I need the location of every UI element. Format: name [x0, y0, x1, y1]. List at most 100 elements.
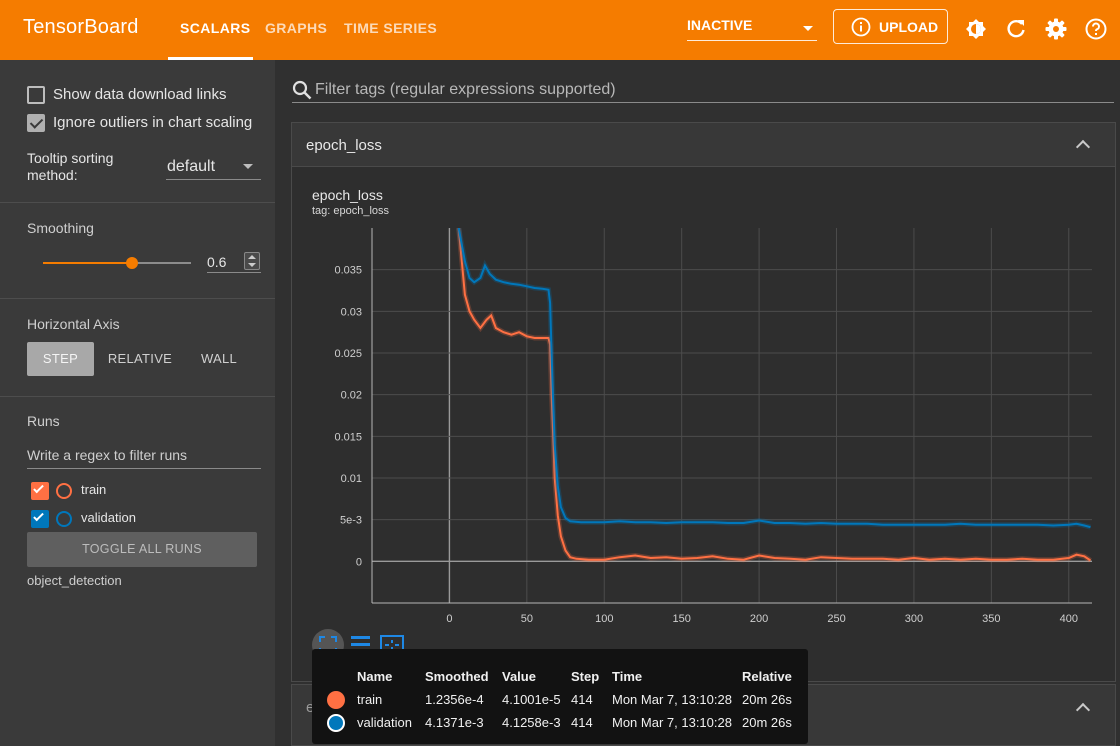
upload-button[interactable]: UPLOAD: [833, 9, 948, 44]
y-tick-label: 0: [356, 556, 362, 568]
card-header[interactable]: epoch_loss: [292, 123, 1115, 167]
tooltip-header-name: Name: [357, 669, 393, 684]
top-app-bar: TensorBoard SCALARS GRAPHS TIME SERIES I…: [0, 0, 1120, 60]
tooltip-row-time: Mon Mar 7, 13:10:28: [612, 715, 732, 730]
tooltip-row-smoothed: 1.2356e-4: [425, 692, 484, 707]
y-tick-label: 0.025: [334, 348, 362, 360]
tooltip-row-value: 4.1258e-3: [502, 715, 561, 730]
tooltip-row-value: 4.1001e-5: [502, 692, 561, 707]
tag-filter-placeholder: Filter tags (regular expressions support…: [315, 81, 616, 98]
tooltip-header-relative: Relative: [742, 669, 792, 684]
app-title[interactable]: TensorBoard: [23, 16, 139, 38]
smoothing-input[interactable]: 0.6: [207, 251, 261, 273]
plugin-select[interactable]: INACTIVE: [687, 17, 817, 41]
run-validation-checkbox[interactable]: [31, 510, 49, 528]
smoothing-slider-fill: [43, 262, 132, 264]
chart-title: epoch_loss: [312, 187, 383, 203]
runs-filter-input[interactable]: Write a regex to filter runs: [27, 445, 261, 469]
x-tick-label: 0: [446, 613, 452, 625]
tooltip-row-time: Mon Mar 7, 13:10:28: [612, 692, 732, 707]
runs-section: Runs Write a regex to filter runs: [0, 396, 275, 746]
axis-relative-button[interactable]: RELATIVE: [107, 351, 173, 366]
tab-scalars[interactable]: SCALARS: [180, 20, 251, 36]
tooltip-train-dot: [327, 691, 345, 709]
search-icon: [292, 80, 312, 100]
tooltip-header-step: Step: [571, 669, 600, 684]
smoothing-slider-track[interactable]: [43, 257, 191, 269]
tooltip-row-relative: 20m 26s: [742, 692, 792, 707]
chevron-up-icon[interactable]: [1075, 702, 1091, 718]
run-folder-label: object_detection: [27, 573, 122, 588]
y-tick-label: 0.01: [341, 473, 362, 485]
run-train-color-icon[interactable]: [56, 483, 72, 499]
toggle-all-runs-button[interactable]: TOGGLE ALL RUNS: [27, 532, 257, 567]
x-tick-label: 150: [672, 613, 690, 625]
tag-filter-input[interactable]: Filter tags (regular expressions support…: [292, 75, 1114, 103]
chevron-up-icon[interactable]: [1075, 139, 1091, 155]
tab-graphs[interactable]: GRAPHS: [265, 20, 328, 36]
chart-tag: tag: epoch_loss: [312, 205, 390, 217]
check-icon: [33, 510, 44, 522]
plugin-select-value: INACTIVE: [687, 17, 753, 33]
runs-filter-placeholder: Write a regex to filter runs: [27, 447, 188, 463]
epoch-loss-chart[interactable]: 0 50 100 150 200 250 300 350 400 0 5e-3 0.01 0.015 0.…: [292, 220, 1114, 630]
run-validation-color-icon[interactable]: [56, 511, 72, 527]
x-tick-label: 100: [595, 613, 613, 625]
info-icon: [851, 17, 871, 37]
y-tick-label: 5e-3: [340, 515, 362, 527]
tooltip-sorting-label-line2: method:: [27, 167, 78, 183]
y-tick-label: 0.035: [334, 265, 362, 277]
x-tick-label: 50: [521, 613, 533, 625]
tooltip-sorting-value: default: [167, 158, 216, 175]
tooltip-row-step: 414: [571, 692, 593, 707]
checkbox-checked[interactable]: [27, 114, 45, 132]
theme-toggle-icon[interactable]: [964, 17, 988, 41]
x-tick-label: 400: [1060, 613, 1078, 625]
chevron-down-icon: [803, 26, 813, 31]
spinner-icon[interactable]: [244, 252, 260, 270]
check-icon: [33, 482, 44, 494]
series-line-train: [457, 228, 1092, 562]
tooltip-row-relative: 20m 26s: [742, 715, 792, 730]
tab-time-series[interactable]: TIME SERIES: [344, 20, 438, 36]
horizontal-axis-section: Horizontal Axis: [0, 298, 275, 396]
smoothing-value: 0.6: [207, 254, 227, 270]
tooltip-row-smoothed: 4.1371e-3: [425, 715, 484, 730]
tooltip-sorting-select[interactable]: default: [166, 156, 261, 180]
run-train-checkbox[interactable]: [31, 482, 49, 500]
checkbox-unchecked[interactable]: [27, 86, 45, 104]
axis-wall-button[interactable]: WALL: [200, 351, 238, 366]
run-validation-label: validation: [81, 510, 136, 525]
tooltip-sorting-label-line1: Tooltip sorting: [27, 150, 114, 166]
x-tick-label: 250: [827, 613, 845, 625]
help-icon[interactable]: [1084, 17, 1108, 41]
smoothing-section: Smoothing 0.6: [0, 202, 275, 298]
y-tick-label: 0.015: [334, 431, 362, 443]
smoothing-slider-handle[interactable]: [125, 257, 138, 269]
y-tick-label: 0.02: [341, 390, 362, 402]
active-tab-indicator: [168, 57, 253, 60]
x-tick-label: 350: [982, 613, 1000, 625]
tooltip-row-name: validation: [357, 715, 412, 730]
series-line-validation: [457, 228, 1091, 529]
show-download-links-label: Show data download links: [53, 86, 227, 103]
run-train-label: train: [81, 482, 107, 497]
tooltip-validation-dot: [327, 714, 345, 732]
x-tick-label: 300: [905, 613, 923, 625]
y-tick-label: 0.03: [341, 306, 362, 318]
axis-step-button[interactable]: STEP: [27, 342, 94, 376]
horizontal-axis-title: Horizontal Axis: [27, 316, 120, 332]
tooltip-header-smoothed: Smoothed: [425, 669, 489, 684]
card-title: epoch_loss: [306, 137, 382, 154]
x-tick-label: 200: [750, 613, 768, 625]
upload-label: UPLOAD: [879, 19, 939, 35]
tooltip-header-value: Value: [502, 669, 536, 684]
smoothing-title: Smoothing: [27, 220, 94, 236]
tooltip-sorting-label: Tooltip sorting method:: [27, 150, 113, 184]
tooltip-row-name: train: [357, 692, 383, 707]
chart-tooltip: Name Smoothed Value Step Time Relative t…: [312, 649, 808, 744]
tooltip-header-time: Time: [612, 669, 643, 684]
chevron-down-icon: [243, 164, 253, 169]
reload-icon[interactable]: [1004, 17, 1028, 41]
gear-icon[interactable]: [1044, 17, 1068, 41]
